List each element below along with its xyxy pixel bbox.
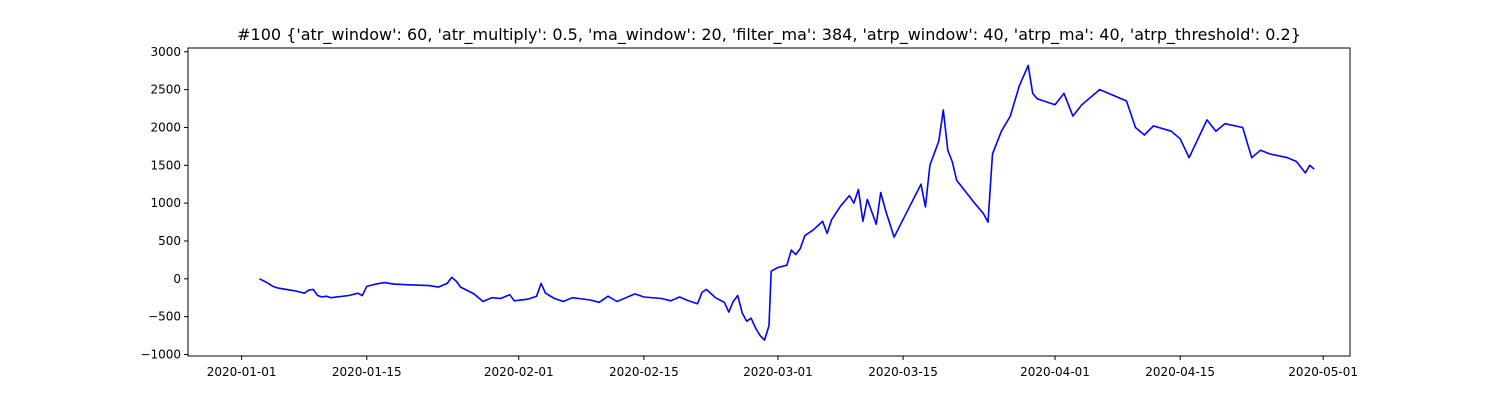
y-tick-label: 1500 <box>150 158 181 172</box>
x-tick-label: 2020-04-01 <box>1020 365 1090 379</box>
series-line-0 <box>259 64 1315 341</box>
y-tick-label: 3000 <box>150 45 181 59</box>
x-tick-label: 2020-05-01 <box>1288 365 1358 379</box>
plot-frame <box>187 47 1351 357</box>
x-tick-label: 2020-03-15 <box>868 365 938 379</box>
x-tick-label: 2020-02-01 <box>484 365 554 379</box>
x-tick-label: 2020-04-15 <box>1145 365 1215 379</box>
y-tick-label: 2000 <box>150 120 181 134</box>
y-tick-label: 1000 <box>150 196 181 210</box>
chart-title: #100 {'atr_window': 60, 'atr_multiply': … <box>237 25 1301 45</box>
y-tick-label: −1000 <box>140 347 181 361</box>
y-tick-label: 0 <box>173 272 181 286</box>
y-tick-label: −500 <box>148 310 181 324</box>
y-tick-label: 500 <box>158 234 181 248</box>
y-tick-label: 2500 <box>150 83 181 97</box>
x-axis: 2020-01-01 2020-01-15 2020-02-01 2020-02-15… <box>207 356 1358 379</box>
series-group <box>259 64 1315 341</box>
x-tick-label: 2020-01-15 <box>332 365 402 379</box>
x-tick-label: 2020-02-15 <box>609 365 679 379</box>
y-axis: −1000 −500 0 500 1000 1500 2000 2500 3000 <box>140 45 188 361</box>
x-tick-label: 2020-03-01 <box>743 365 813 379</box>
x-tick-label: 2020-01-01 <box>207 365 277 379</box>
